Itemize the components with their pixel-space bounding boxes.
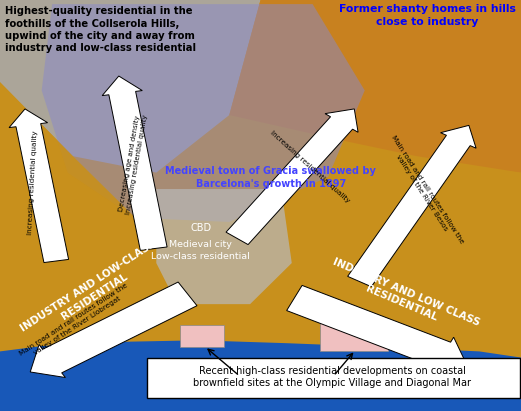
Text: Medieval town of Gracia swallowed by
Barcelona's growth in 1897: Medieval town of Gracia swallowed by Bar… <box>166 166 376 189</box>
FancyArrow shape <box>287 285 466 372</box>
FancyBboxPatch shape <box>147 358 520 398</box>
Text: INDUSTRY AND LOW-CLASS
RESIDENTIAL: INDUSTRY AND LOW-CLASS RESIDENTIAL <box>18 239 164 344</box>
FancyArrow shape <box>102 76 167 250</box>
FancyArrow shape <box>9 109 69 263</box>
Polygon shape <box>229 0 521 173</box>
Polygon shape <box>0 340 521 411</box>
FancyBboxPatch shape <box>320 321 388 351</box>
FancyBboxPatch shape <box>180 325 224 347</box>
FancyArrow shape <box>30 282 197 378</box>
Text: Highest-quality residential in the
foothills of the Collserola Hills,
upwind of : Highest-quality residential in the footh… <box>5 6 196 53</box>
Polygon shape <box>354 156 521 321</box>
Polygon shape <box>156 189 292 304</box>
Text: Increasing residential quality: Increasing residential quality <box>269 129 351 203</box>
Polygon shape <box>0 82 135 279</box>
Text: Increasing residential quality: Increasing residential quality <box>27 131 39 235</box>
FancyArrow shape <box>226 109 358 245</box>
Text: Main road and rail routes follow the
valley of the River Besos: Main road and rail routes follow the val… <box>384 134 465 248</box>
Text: Recent high-class residential developments on coastal
brownfield sites at the Ol: Recent high-class residential developmen… <box>193 366 472 388</box>
Text: INDUSTRY AND LOW CLASS
RESIDENTIAL: INDUSTRY AND LOW CLASS RESIDENTIAL <box>326 256 481 339</box>
FancyArrow shape <box>348 125 476 287</box>
Polygon shape <box>42 4 365 222</box>
Text: Decreasing age and density
Increasing residential quality: Decreasing age and density Increasing re… <box>117 113 148 215</box>
Text: Former shanty homes in hills
close to industry: Former shanty homes in hills close to in… <box>339 4 516 27</box>
Text: Medieval city
Low-class residential: Medieval city Low-class residential <box>151 240 250 261</box>
Text: CBD: CBD <box>190 223 211 233</box>
Polygon shape <box>0 0 260 173</box>
Text: Main road and rail routes follow the
valley of the River Llobregat: Main road and rail routes follow the val… <box>18 282 133 363</box>
